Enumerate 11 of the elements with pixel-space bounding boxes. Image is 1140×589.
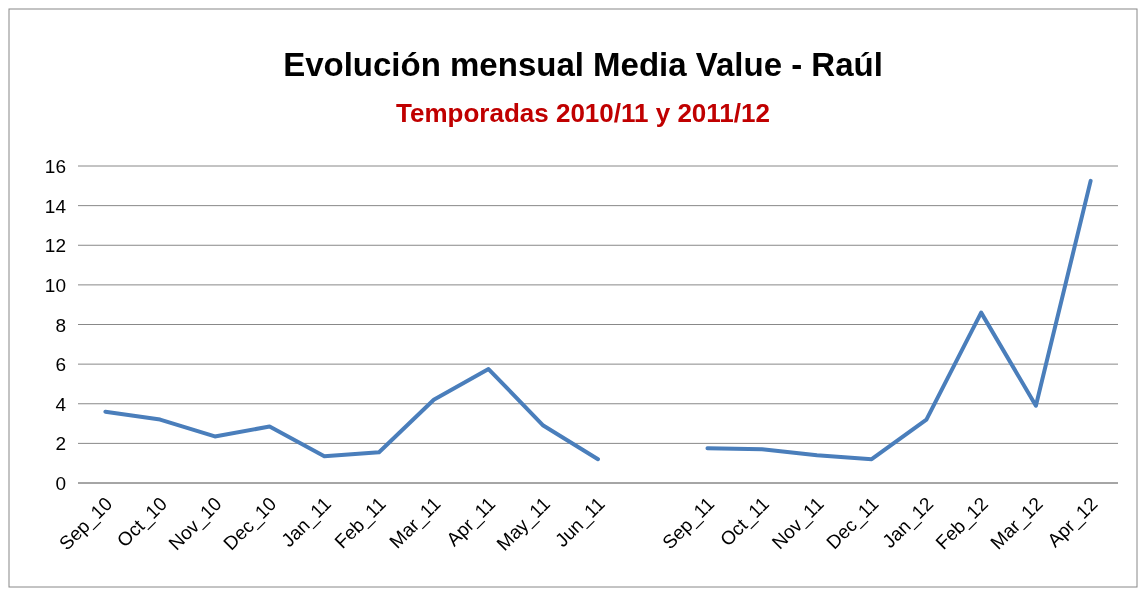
chart-title: Evolución mensual Media Value - Raúl	[283, 46, 883, 83]
y-tick-label: 0	[55, 473, 66, 494]
y-tick-label: 12	[44, 235, 66, 257]
y-tick-label: 4	[55, 393, 67, 415]
y-tick-label: 2	[55, 433, 66, 455]
y-tick-label: 10	[44, 274, 66, 296]
y-tick-label: 14	[44, 195, 67, 217]
y-tick-label: 16	[44, 156, 66, 177]
y-tick-label: 8	[55, 314, 66, 336]
y-tick-label: 6	[55, 354, 66, 376]
chart-subtitle: Temporadas 2010/11 y 2011/12	[396, 98, 770, 128]
